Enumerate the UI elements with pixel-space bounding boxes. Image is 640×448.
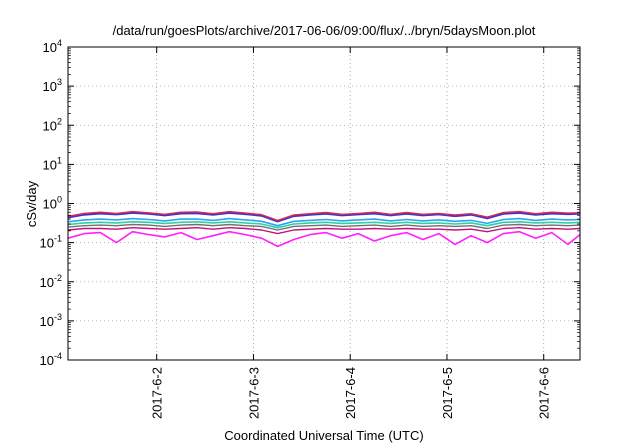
series-line <box>67 210 581 222</box>
grid-lines <box>68 47 580 360</box>
y-tick-label: 10-2 <box>40 273 62 290</box>
x-tick-labels: 2017-6-2 2017-6-3 2017-6-4 2017-6-5 2017-6-6 <box>150 367 552 419</box>
y-tick-label: 10-3 <box>40 312 62 329</box>
y-tick-label: 103 <box>43 77 62 94</box>
y-tick-label: 100 <box>43 195 62 212</box>
series-line <box>67 221 581 229</box>
x-tick-label: 2017-6-2 <box>150 367 165 419</box>
chart-title: /data/run/goesPlots/archive/2017-06-06/0… <box>113 23 536 38</box>
series-layer <box>67 210 581 248</box>
series-line <box>67 230 581 248</box>
x-axis-label: Coordinated Universal Time (UTC) <box>224 428 423 443</box>
x-tick-label: 2017-6-5 <box>440 367 455 419</box>
series-line <box>67 217 581 227</box>
x-tick-label: 2017-6-3 <box>246 367 261 419</box>
y-tick-label: 101 <box>43 155 62 172</box>
y-tick-label: 104 <box>43 38 62 55</box>
y-tick-labels: 10-4 10-3 10-2 10-1 100 101 102 103 104 <box>40 38 62 368</box>
x-tick-label: 2017-6-6 <box>537 367 552 419</box>
x-tick-label: 2017-6-4 <box>343 367 358 419</box>
y-axis-label: cSv/day <box>24 180 39 227</box>
series-line <box>67 226 581 235</box>
y-tick-label: 10-1 <box>40 234 62 251</box>
series-line <box>67 211 581 223</box>
y-tick-label: 10-4 <box>40 351 62 368</box>
axis-ticks <box>68 46 580 361</box>
series-line <box>67 223 581 231</box>
y-tick-label: 102 <box>43 116 62 133</box>
